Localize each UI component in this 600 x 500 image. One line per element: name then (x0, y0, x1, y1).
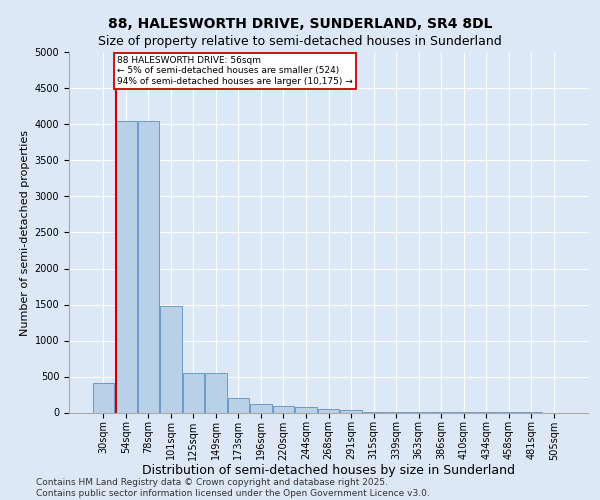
Text: Size of property relative to semi-detached houses in Sunderland: Size of property relative to semi-detach… (98, 35, 502, 48)
Text: 88, HALESWORTH DRIVE, SUNDERLAND, SR4 8DL: 88, HALESWORTH DRIVE, SUNDERLAND, SR4 8D… (108, 18, 492, 32)
Text: Contains HM Land Registry data © Crown copyright and database right 2025.
Contai: Contains HM Land Registry data © Crown c… (36, 478, 430, 498)
Y-axis label: Number of semi-detached properties: Number of semi-detached properties (20, 130, 31, 336)
Bar (182, 373, 204, 412)
Bar (205, 373, 227, 412)
Bar (273, 406, 294, 412)
X-axis label: Distribution of semi-detached houses by size in Sunderland: Distribution of semi-detached houses by … (142, 464, 515, 476)
Bar (340, 410, 362, 412)
Bar (92, 383, 114, 412)
Bar (137, 121, 159, 412)
Bar (228, 398, 249, 412)
Bar (115, 121, 137, 412)
Text: 88 HALESWORTH DRIVE: 56sqm
← 5% of semi-detached houses are smaller (524)
94% of: 88 HALESWORTH DRIVE: 56sqm ← 5% of semi-… (118, 56, 353, 86)
Bar (250, 404, 272, 412)
Bar (318, 408, 339, 412)
Bar (295, 407, 317, 412)
Bar (160, 306, 182, 412)
